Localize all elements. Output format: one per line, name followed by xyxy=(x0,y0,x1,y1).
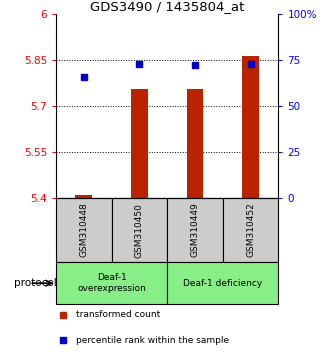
Text: Deaf-1
overexpression: Deaf-1 overexpression xyxy=(77,274,146,293)
Bar xyxy=(167,198,223,262)
Text: Deaf-1 deficiency: Deaf-1 deficiency xyxy=(183,279,262,288)
Bar xyxy=(187,89,203,198)
Bar xyxy=(56,262,167,304)
Bar xyxy=(242,57,259,198)
Text: GSM310450: GSM310450 xyxy=(135,202,144,258)
Bar xyxy=(167,262,278,304)
Text: GSM310449: GSM310449 xyxy=(190,203,199,257)
Bar xyxy=(131,89,148,198)
Bar xyxy=(112,198,167,262)
Text: transformed count: transformed count xyxy=(76,310,160,319)
Text: GSM310448: GSM310448 xyxy=(79,203,88,257)
Text: GSM310452: GSM310452 xyxy=(246,203,255,257)
Bar xyxy=(223,198,278,262)
Text: protocol: protocol xyxy=(14,278,57,288)
Bar xyxy=(76,195,92,198)
Bar xyxy=(56,198,112,262)
Title: GDS3490 / 1435804_at: GDS3490 / 1435804_at xyxy=(90,0,244,13)
Text: percentile rank within the sample: percentile rank within the sample xyxy=(76,336,229,345)
